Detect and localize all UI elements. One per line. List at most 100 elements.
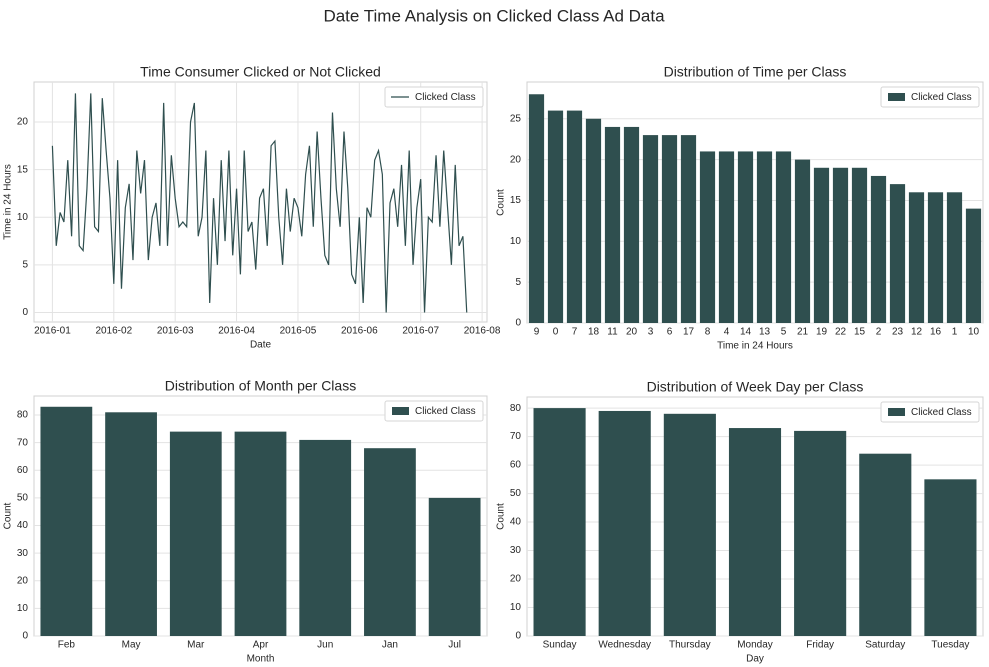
y-tick-label: 30 xyxy=(17,548,29,559)
y-tick-label: 5 xyxy=(515,277,521,288)
legend-swatch xyxy=(888,93,905,101)
y-tick-label: 20 xyxy=(17,575,29,586)
y-tick-label: 5 xyxy=(22,259,28,270)
x-tick-label: 2016-03 xyxy=(157,326,194,337)
bar xyxy=(889,184,906,323)
legend-box xyxy=(880,86,980,108)
x-tick-label: 6 xyxy=(667,327,673,338)
bar xyxy=(965,208,982,323)
x-tick-label: 1 xyxy=(952,327,958,338)
subplot-title: Time Consumer Clicked or Not Clicked xyxy=(140,64,381,80)
x-axis-label: Date xyxy=(250,340,272,351)
legend-label: Clicked Class xyxy=(415,92,476,103)
legend-label: Clicked Class xyxy=(911,407,972,418)
x-tick-label: Tuesday xyxy=(931,640,969,651)
x-tick-label: 21 xyxy=(797,327,809,338)
x-tick-label: Jun xyxy=(317,640,333,651)
x-tick-label: Feb xyxy=(58,640,76,651)
y-tick-label: 80 xyxy=(17,410,29,421)
x-tick-label: 2016-08 xyxy=(464,326,501,337)
x-tick-label: 22 xyxy=(835,327,847,338)
bar xyxy=(946,192,963,323)
bar xyxy=(813,167,830,323)
x-tick-label: Jan xyxy=(382,640,398,651)
y-tick-label: 70 xyxy=(17,437,29,448)
bar xyxy=(775,151,792,323)
legend-box xyxy=(880,401,980,423)
plot-area xyxy=(526,81,984,324)
subplot-title: Distribution of Time per Class xyxy=(664,64,847,80)
bar xyxy=(604,126,621,323)
y-tick-label: 70 xyxy=(510,431,522,442)
subplot: Distribution of Month per Class Month Coun… xyxy=(3,378,488,665)
y-tick-label: 80 xyxy=(510,403,522,414)
x-tick-label: 16 xyxy=(930,327,942,338)
bar xyxy=(699,151,716,323)
y-tick-label: 50 xyxy=(510,488,522,499)
bar xyxy=(533,408,586,636)
bar xyxy=(169,431,222,636)
legend-swatch xyxy=(392,407,409,415)
figure-title: Date Time Analysis on Clicked Class Ad D… xyxy=(323,6,665,25)
x-axis-label: Day xyxy=(746,654,764,665)
y-tick-label: 0 xyxy=(22,631,28,642)
bar xyxy=(832,167,849,323)
bar xyxy=(661,135,678,323)
bar xyxy=(728,428,782,636)
bar xyxy=(737,151,754,323)
x-tick-label: 2 xyxy=(876,327,882,338)
y-tick-label: 10 xyxy=(510,602,522,613)
x-tick-label: Saturday xyxy=(865,640,905,651)
x-tick-label: Jul xyxy=(448,640,461,651)
bar xyxy=(40,406,93,636)
y-tick-label: 10 xyxy=(17,603,29,614)
bar xyxy=(794,430,847,636)
x-tick-label: 2016-02 xyxy=(95,326,132,337)
y-tick-label: 60 xyxy=(510,460,522,471)
x-tick-label: 23 xyxy=(892,327,904,338)
x-tick-label: 10 xyxy=(968,327,980,338)
bar xyxy=(547,110,564,323)
y-tick-label: 20 xyxy=(17,117,29,128)
y-tick-label: 15 xyxy=(510,195,522,206)
y-tick-label: 20 xyxy=(510,154,522,165)
x-tick-label: 19 xyxy=(816,327,828,338)
x-tick-label: Friday xyxy=(806,640,834,651)
bar xyxy=(428,497,481,636)
y-tick-label: 30 xyxy=(510,545,522,556)
bar xyxy=(299,439,352,636)
y-tick-label: 15 xyxy=(17,164,29,175)
y-axis-label: Count xyxy=(3,502,14,529)
subplot: Distribution of Week Day per Class Day Cou… xyxy=(496,379,984,665)
x-tick-label: May xyxy=(122,640,141,651)
bar xyxy=(851,167,868,323)
y-tick-label: 25 xyxy=(510,113,522,124)
x-tick-label: 18 xyxy=(588,327,600,338)
legend-box xyxy=(384,86,484,108)
x-tick-label: Apr xyxy=(253,640,269,651)
legend-label: Clicked Class xyxy=(415,406,476,417)
y-tick-label: 50 xyxy=(17,493,29,504)
y-tick-label: 20 xyxy=(510,574,522,585)
x-tick-label: 0 xyxy=(553,327,559,338)
bar xyxy=(566,110,583,323)
x-tick-label: 9 xyxy=(534,327,540,338)
x-tick-label: 12 xyxy=(911,327,923,338)
bar xyxy=(623,126,640,323)
y-tick-label: 0 xyxy=(515,631,521,642)
x-tick-label: 17 xyxy=(683,327,695,338)
x-tick-label: Thursday xyxy=(669,640,711,651)
y-tick-label: 40 xyxy=(17,520,29,531)
x-tick-label: 13 xyxy=(759,327,771,338)
bar xyxy=(859,453,912,636)
x-tick-label: Monday xyxy=(737,640,773,651)
x-tick-label: 2016-06 xyxy=(341,326,378,337)
bar xyxy=(642,135,659,323)
bar xyxy=(528,94,545,323)
subplot: Time Consumer Clicked or Not Clicked Date… xyxy=(3,64,501,351)
x-tick-label: 2016-07 xyxy=(402,326,439,337)
x-tick-label: 11 xyxy=(607,327,618,338)
x-tick-label: 15 xyxy=(854,327,866,338)
x-tick-label: 20 xyxy=(626,327,638,338)
